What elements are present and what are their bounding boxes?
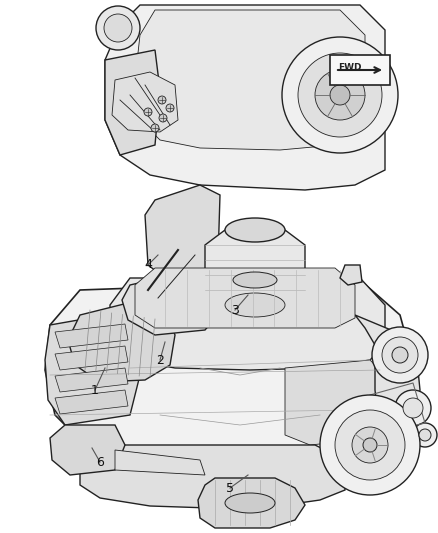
Circle shape — [320, 395, 420, 495]
Circle shape — [144, 108, 152, 116]
Circle shape — [151, 124, 159, 132]
Text: 6: 6 — [96, 456, 104, 469]
Circle shape — [395, 390, 431, 426]
Polygon shape — [198, 478, 305, 528]
Ellipse shape — [233, 272, 277, 288]
Circle shape — [298, 53, 382, 137]
Polygon shape — [135, 268, 355, 328]
Circle shape — [403, 398, 423, 418]
Circle shape — [104, 14, 132, 42]
Text: 1: 1 — [91, 384, 99, 397]
Circle shape — [330, 85, 350, 105]
Circle shape — [282, 37, 398, 153]
Polygon shape — [45, 310, 140, 425]
Polygon shape — [135, 10, 365, 150]
Text: 3: 3 — [231, 303, 239, 317]
Circle shape — [158, 96, 166, 104]
Text: 5: 5 — [226, 481, 234, 495]
Polygon shape — [145, 185, 220, 278]
Polygon shape — [68, 300, 175, 382]
Circle shape — [372, 327, 428, 383]
Polygon shape — [330, 55, 390, 85]
Circle shape — [413, 423, 437, 447]
Text: FWD: FWD — [338, 63, 361, 72]
Circle shape — [392, 347, 408, 363]
Polygon shape — [122, 270, 220, 335]
Circle shape — [315, 70, 365, 120]
Polygon shape — [55, 324, 128, 348]
Polygon shape — [80, 445, 345, 508]
Circle shape — [166, 104, 174, 112]
Polygon shape — [105, 50, 160, 155]
Polygon shape — [45, 280, 415, 492]
Circle shape — [335, 410, 405, 480]
Circle shape — [419, 429, 431, 441]
Ellipse shape — [225, 218, 285, 242]
Polygon shape — [55, 346, 128, 370]
Text: 2: 2 — [156, 353, 164, 367]
Polygon shape — [105, 5, 385, 190]
Polygon shape — [50, 425, 125, 475]
Circle shape — [159, 114, 167, 122]
Polygon shape — [115, 450, 205, 475]
Text: 4: 4 — [144, 259, 152, 271]
Circle shape — [352, 427, 388, 463]
Polygon shape — [285, 360, 390, 445]
Polygon shape — [355, 315, 420, 440]
Ellipse shape — [225, 493, 275, 513]
Polygon shape — [340, 265, 362, 285]
Polygon shape — [112, 72, 178, 132]
Polygon shape — [55, 368, 128, 392]
Polygon shape — [55, 390, 128, 414]
Polygon shape — [110, 278, 385, 370]
Ellipse shape — [225, 293, 285, 317]
Polygon shape — [205, 230, 305, 305]
Circle shape — [96, 6, 140, 50]
Circle shape — [363, 438, 377, 452]
Circle shape — [382, 337, 418, 373]
